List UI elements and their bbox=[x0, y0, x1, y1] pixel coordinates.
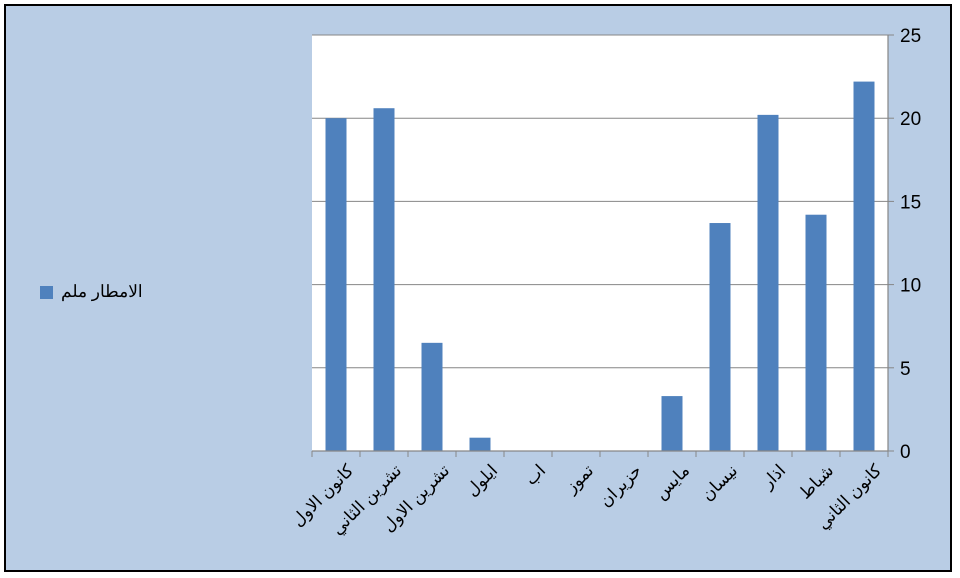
legend-label: الامطار ملم bbox=[61, 282, 143, 301]
y-tick-label: 25 bbox=[900, 26, 921, 47]
y-tick-label: 15 bbox=[900, 192, 921, 213]
bar bbox=[805, 214, 827, 451]
bar bbox=[421, 342, 443, 451]
x-category-label: اذار bbox=[757, 461, 790, 494]
x-category-label: تموز bbox=[561, 461, 598, 498]
bars bbox=[325, 81, 875, 451]
x-category-label: اب bbox=[521, 461, 549, 489]
legend-swatch bbox=[40, 285, 53, 299]
y-tick-label: 10 bbox=[900, 276, 921, 297]
x-category-label: ايلول bbox=[462, 461, 502, 501]
x-category-label: شباط bbox=[795, 461, 837, 503]
bar bbox=[709, 223, 731, 451]
y-tick-label: 0 bbox=[900, 442, 911, 463]
bar bbox=[853, 81, 875, 451]
gridlines bbox=[312, 34, 888, 369]
bar bbox=[325, 118, 347, 451]
y-tick-label: 5 bbox=[900, 359, 911, 380]
chart-frame: 0 5 10 15 20 25 كانون الاول تشرين الثاني تشرين … bbox=[4, 4, 952, 572]
x-category-label: نيسان bbox=[698, 461, 742, 505]
y-tick-labels: 0 5 10 15 20 25 bbox=[888, 26, 921, 463]
plot-area bbox=[312, 35, 888, 451]
x-category-label: مايس bbox=[651, 461, 694, 504]
legend: الامطار ملم bbox=[40, 282, 143, 302]
bar bbox=[469, 437, 491, 451]
y-tick-label: 20 bbox=[900, 109, 921, 130]
bar bbox=[373, 108, 395, 451]
bar bbox=[661, 396, 683, 451]
x-category-label: حزيران bbox=[596, 461, 646, 511]
bar bbox=[757, 114, 779, 451]
